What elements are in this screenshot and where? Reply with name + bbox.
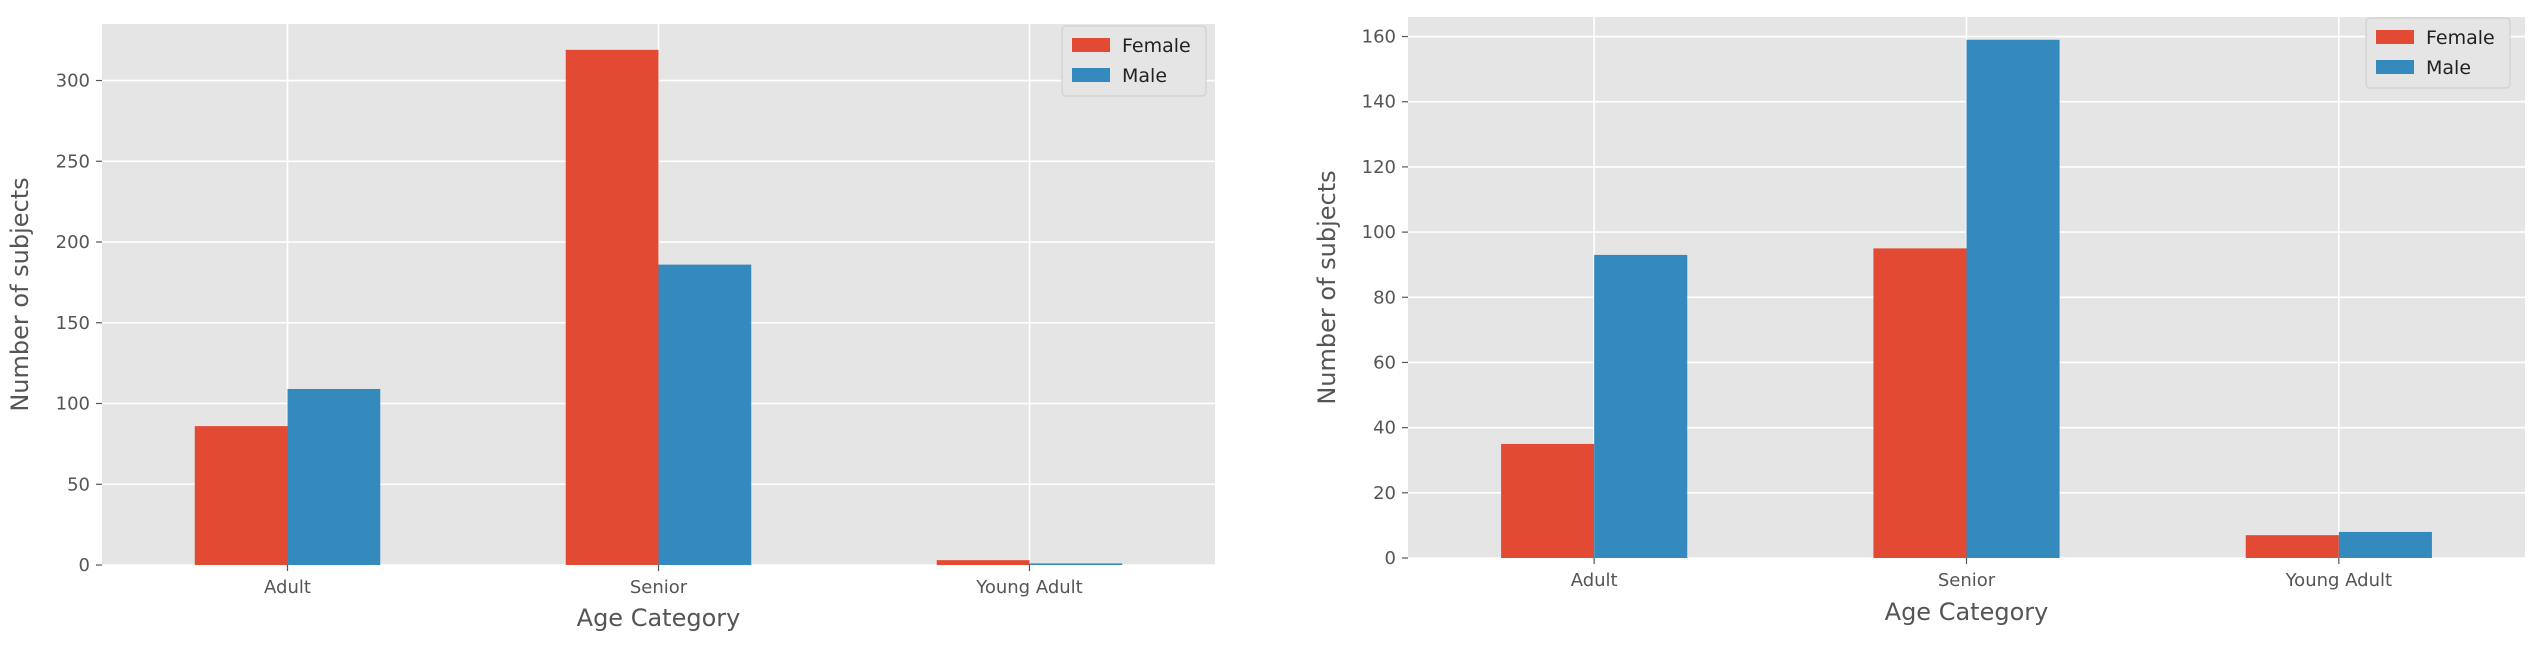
bar-female-young-adult [936,560,1030,565]
chart-1: 0 50 100 150 200 250 300 Adult Senior Young Adult… [6,24,1215,632]
x-tick-label: Young Adult [2285,570,2392,591]
chart-2: 0 20 40 60 80 100 120 140 160 Adult Senior Young Ad… [1313,17,2525,626]
y-tick-label: 300 [56,71,90,92]
x-axis-label: Age Category [577,604,741,632]
y-tick-label: 140 [1362,92,1396,113]
bar-female-senior [565,49,659,565]
legend-label-male: Male [2426,57,2471,79]
y-tick-label: 160 [1362,27,1396,48]
legend-swatch-female [2376,30,2414,44]
y-tick-label: 100 [1362,222,1396,243]
y-tick-label: 0 [1385,548,1396,569]
legend: Female Male [1061,25,1207,97]
y-tick-label: 40 [1373,418,1396,439]
y-tick-label: 150 [56,313,90,334]
legend-label-female: Female [2426,27,2495,49]
legend-swatch-female [1072,38,1110,52]
x-tick-label: Senior [1938,570,1996,591]
legend-label-male: Male [1122,65,1167,87]
bar-female-adult [1501,443,1595,558]
x-tick-label: Senior [630,577,688,598]
legend-swatch-male [2376,60,2414,74]
x-tick-label: Adult [1571,570,1618,591]
y-tick-label: 20 [1373,483,1396,504]
bar-male-adult [287,388,381,565]
y-tick-label: 250 [56,151,90,172]
y-tick-label: 100 [56,394,90,415]
bar-female-adult [194,426,288,565]
legend-swatch-male [1072,68,1110,82]
y-tick-label: 120 [1362,157,1396,178]
bar-male-adult [1594,254,1688,558]
y-axis-label: Number of subjects [1313,170,1341,404]
y-tick-label: 200 [56,232,90,253]
x-axis-label: Age Category [1885,598,2049,626]
bar-male-young-adult [1029,563,1123,565]
bar-male-young-adult [2338,531,2432,558]
legend-label-female: Female [1122,35,1191,57]
bar-male-senior [1966,39,2060,559]
y-tick-label: 60 [1373,352,1396,373]
x-tick-label: Young Adult [975,577,1082,598]
bar-male-senior [658,264,752,565]
y-tick-label: 50 [67,474,90,495]
legend: Female Male [2365,17,2511,89]
y-tick-label: 80 [1373,287,1396,308]
y-tick-label: 0 [79,555,90,576]
y-axis-label: Number of subjects [6,177,34,411]
bar-female-young-adult [2245,535,2339,558]
x-tick-label: Adult [264,577,311,598]
bar-female-senior [1873,248,1967,558]
